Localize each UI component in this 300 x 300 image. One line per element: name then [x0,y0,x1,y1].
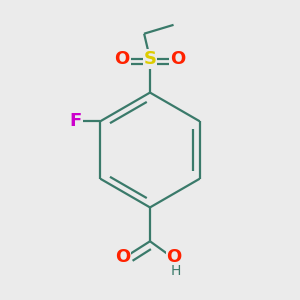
Text: O: O [115,248,130,266]
Text: O: O [170,50,186,68]
Text: F: F [69,112,82,130]
Text: H: H [171,264,181,278]
Text: S: S [143,50,157,68]
Text: O: O [167,248,182,266]
Text: O: O [114,50,130,68]
